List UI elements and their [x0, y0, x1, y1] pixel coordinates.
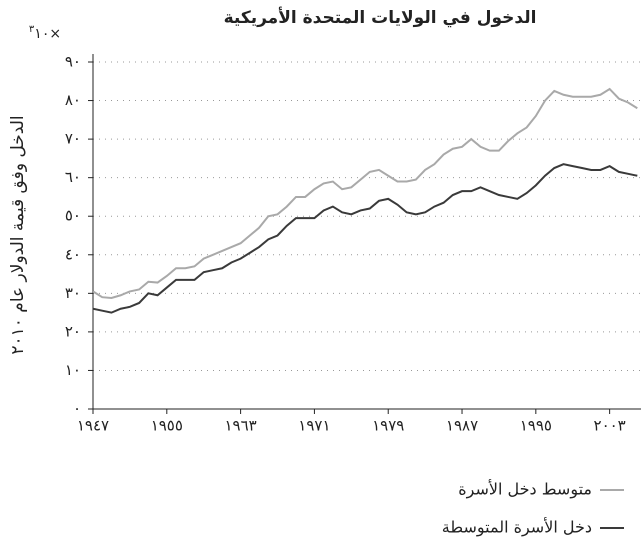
legend-label: متوسط دخل الأسرة: [458, 479, 592, 500]
y-tick-label: ١٠: [65, 361, 81, 379]
y-tick-label: ٧٠: [65, 130, 81, 148]
legend-label: دخل الأسرة المتوسطة: [442, 517, 592, 538]
line-series: [93, 163, 638, 314]
x-tick-label: ٢٠٠٣: [594, 417, 626, 435]
y-tick-label: ٥٠: [65, 207, 81, 225]
plot-area: [93, 87, 638, 314]
y-tick-label: ٢٠: [65, 322, 81, 340]
y-tick-label: ٨٠: [65, 91, 81, 109]
y-tick-label: ٦٠: [65, 168, 81, 186]
y-tick-label: ٩٠: [65, 53, 81, 71]
y-tick-label: ٠: [73, 400, 81, 418]
y-axis-label: الدخل وفق قيمة الدولار عام ٢٠١٠: [8, 115, 28, 354]
x-tick-label: ١٩٨٧: [446, 417, 478, 435]
x-tick-label: ١٩٩٥: [520, 417, 552, 435]
offset-text: ٣١٠×: [29, 24, 61, 42]
x-tick-label: ١٩٧٩: [372, 417, 404, 435]
x-tick-label: ١٩٤٧: [77, 417, 109, 435]
offset-base: ١٠×: [34, 26, 61, 42]
y-tick-label: ٤٠: [65, 245, 81, 263]
line-series: [93, 87, 638, 299]
x-tick-label: ١٩٦٣: [224, 417, 256, 435]
chart-title: الدخول في الولايات المتحدة الأمريكية: [224, 7, 537, 28]
y-tick-label: ٣٠: [65, 284, 81, 302]
x-tick-label: ١٩٥٥: [151, 417, 183, 435]
offset-exponent: ٣: [29, 24, 35, 35]
x-tick-label: ١٩٧١: [298, 417, 330, 435]
